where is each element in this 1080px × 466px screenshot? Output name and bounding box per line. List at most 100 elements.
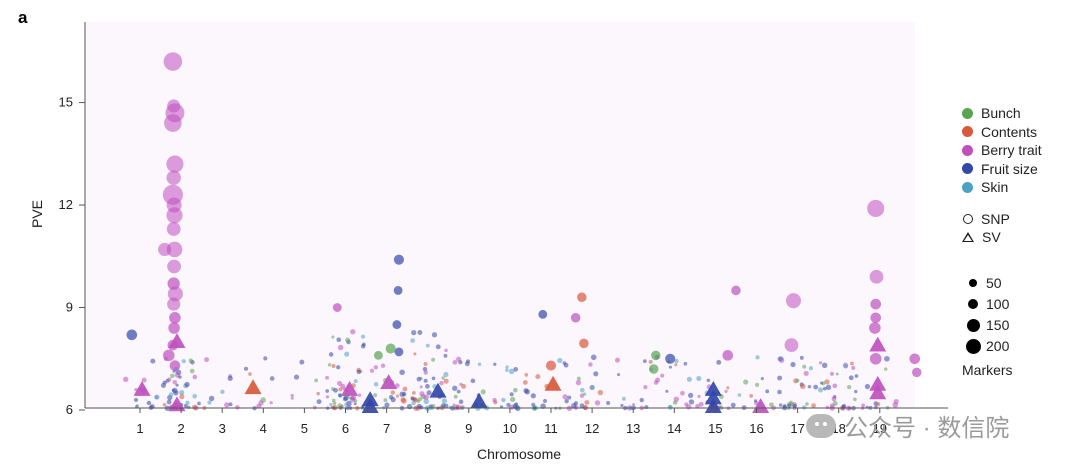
- contents-dot-icon: [962, 126, 973, 138]
- marker-small: [829, 371, 835, 376]
- marker-small: [583, 392, 587, 396]
- marker-small: [821, 381, 826, 386]
- x-tick-label: 4: [260, 421, 267, 436]
- marker-small: [778, 357, 785, 363]
- legend-label: Fruit size: [981, 160, 1038, 177]
- marker-small: [416, 376, 422, 382]
- marker-small: [353, 402, 357, 406]
- x-tick-label: 17: [790, 421, 804, 436]
- snp-marker: [168, 322, 180, 334]
- marker-small: [453, 394, 458, 399]
- marker-small: [811, 403, 816, 408]
- marker-small: [579, 387, 585, 393]
- marker-small: [673, 396, 680, 402]
- marker-small: [141, 377, 147, 383]
- marker-small: [360, 343, 366, 349]
- marker-small: [373, 382, 379, 387]
- marker-small: [861, 403, 865, 408]
- marker-small: [513, 366, 519, 372]
- plot-background: [85, 22, 915, 408]
- snp-marker: [393, 286, 403, 295]
- marker-small: [412, 397, 419, 403]
- legend-item-skin: Skin: [962, 178, 1042, 197]
- sv-marker: [470, 392, 488, 408]
- marker-small: [344, 402, 350, 408]
- marker-small: [688, 392, 694, 399]
- marker-small: [620, 403, 624, 408]
- legend-label: Berry trait: [981, 142, 1042, 159]
- sv-marker: [133, 381, 151, 396]
- watermark: 公众号 · 数信院: [806, 408, 1009, 443]
- marker-small: [594, 400, 601, 406]
- marker-small: [832, 383, 838, 389]
- snp-marker: [722, 350, 734, 361]
- marker-small: [589, 384, 595, 390]
- marker-small: [680, 390, 685, 396]
- marker-small: [754, 382, 760, 387]
- marker-small: [331, 335, 335, 339]
- legend-label: 200: [986, 338, 1010, 354]
- marker-small: [204, 357, 210, 363]
- legend-item-fruit-size: Fruit size: [962, 160, 1042, 179]
- snp-marker: [392, 320, 402, 330]
- marker-small: [562, 394, 568, 400]
- snp-marker: [164, 114, 182, 132]
- marker-small: [162, 402, 167, 407]
- marker-small: [522, 380, 528, 385]
- marker-small: [185, 400, 190, 405]
- marker-small: [456, 356, 462, 362]
- snp-marker: [785, 293, 802, 309]
- snp-marker: [869, 269, 884, 284]
- marker-small: [293, 374, 300, 380]
- watermark-text: 公众号 · 数信院: [844, 415, 1010, 442]
- marker-small: [853, 397, 857, 402]
- marker-small: [269, 401, 273, 405]
- snp-marker: [373, 350, 383, 360]
- marker-small: [493, 362, 497, 366]
- marker-small: [399, 391, 405, 397]
- marker-small: [808, 366, 813, 371]
- marker-small: [227, 375, 233, 381]
- snp-marker: [332, 303, 342, 312]
- marker-small: [817, 387, 824, 393]
- y-tick-label: 6: [66, 402, 73, 417]
- marker-small: [356, 369, 362, 375]
- marker-small: [760, 377, 764, 381]
- snp-marker: [166, 207, 183, 224]
- marker-small: [419, 391, 425, 397]
- marker-small: [854, 389, 858, 394]
- marker-small: [683, 361, 688, 366]
- marker-small: [799, 355, 804, 360]
- legend-item-contents: Contents: [962, 123, 1042, 142]
- marker-small: [505, 365, 509, 369]
- marker-small: [411, 330, 417, 336]
- marker-small: [848, 375, 854, 381]
- snp-marker: [162, 349, 175, 362]
- marker-small: [777, 375, 783, 381]
- sv-marker: [341, 381, 359, 396]
- marker-small: [171, 388, 175, 392]
- marker-small: [509, 392, 514, 397]
- marker-small: [179, 394, 185, 400]
- x-tick-label: 19: [873, 421, 887, 436]
- y-tick-label: 9: [66, 300, 73, 315]
- marker-small: [166, 399, 172, 405]
- marker-small: [789, 401, 794, 407]
- marker-small: [506, 402, 511, 407]
- sv-marker: [869, 336, 887, 352]
- size-dot-icon: [968, 299, 978, 309]
- legend-label: Bunch: [981, 105, 1021, 122]
- marker-small: [754, 399, 758, 403]
- legend-item-berry-trait: Berry trait: [962, 141, 1042, 160]
- snp-marker: [166, 222, 181, 236]
- marker-small: [730, 402, 736, 408]
- snp-marker: [385, 343, 396, 354]
- marker-small: [338, 393, 342, 398]
- marker-small: [588, 362, 593, 367]
- marker-small: [179, 390, 185, 396]
- x-tick-label: 1: [136, 421, 143, 436]
- snp-marker: [579, 338, 589, 349]
- marker-small: [893, 398, 899, 405]
- marker-small: [557, 357, 563, 364]
- marker-small: [188, 358, 194, 363]
